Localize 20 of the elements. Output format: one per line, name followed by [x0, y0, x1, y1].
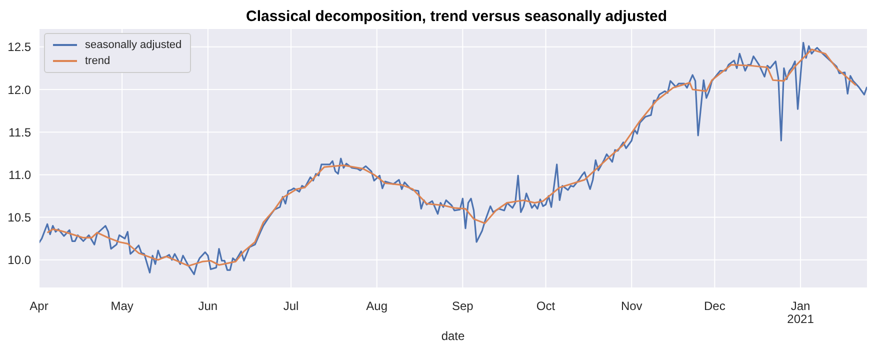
- y-tick-label: 10.5: [8, 210, 32, 225]
- legend-label: seasonally adjusted: [85, 39, 182, 51]
- x-tick-label: Apr: [30, 299, 48, 313]
- legend-label: trend: [85, 55, 110, 67]
- x-tick-label: May: [110, 299, 134, 313]
- y-tick-label: 12.5: [8, 40, 32, 54]
- y-tick-label: 10.0: [8, 253, 32, 268]
- x-tick-label: Oct: [536, 299, 556, 313]
- x-tick-label: Sep: [452, 299, 474, 313]
- x-tick-label: Nov: [620, 299, 642, 313]
- x-tick-label: Jun: [198, 299, 218, 313]
- x-axis-title: date: [441, 329, 465, 343]
- y-tick-label: 11.5: [8, 125, 32, 140]
- chart-title: Classical decomposition, trend versus seasonally adjusted: [245, 8, 668, 26]
- x-tick-label: Jul: [283, 299, 299, 313]
- y-tick-label: 11.0: [8, 168, 32, 182]
- x-tick-label: Dec: [704, 299, 726, 313]
- y-tick-label: 12.0: [8, 82, 32, 97]
- x-tick-label: Jan 2021: [787, 299, 814, 326]
- x-tick-label: Aug: [366, 299, 388, 313]
